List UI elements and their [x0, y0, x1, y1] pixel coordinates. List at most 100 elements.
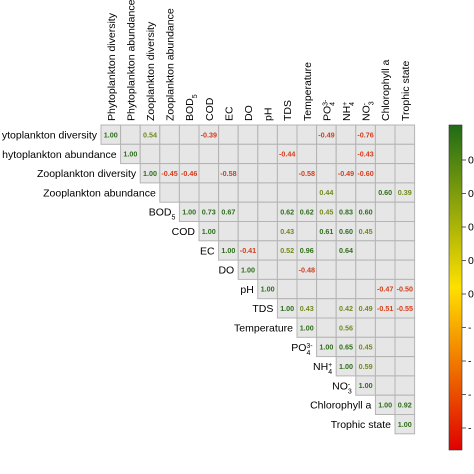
heatmap-cell: [335, 182, 357, 203]
heatmap-cell: [394, 375, 416, 396]
heatmap-cell: [296, 124, 318, 145]
cell-value: -0.58: [220, 169, 236, 178]
row-label: EC: [200, 245, 215, 257]
heatmap-cell: [394, 143, 416, 165]
cell-value: 1.00: [221, 246, 235, 255]
cell-value: -0.55: [397, 304, 413, 313]
heatmap-cell: [374, 124, 396, 145]
heatmap-cell: [237, 182, 259, 203]
cell-value: -0.46: [181, 169, 197, 178]
cell-value: 0.64: [339, 246, 353, 255]
heatmap-cell: [355, 240, 376, 261]
cell-value: 0.60: [359, 207, 373, 216]
cell-value: 1.00: [300, 323, 314, 332]
cell-value: -0.51: [377, 304, 393, 313]
cell-value: -0.49: [338, 169, 354, 178]
cell-value: -0.39: [201, 130, 217, 139]
cell-value: 1.00: [280, 304, 294, 313]
column-label: pH: [263, 108, 275, 121]
heatmap-cell: [335, 259, 357, 280]
cell-value: 1.00: [104, 130, 118, 139]
cell-value: 0.73: [202, 207, 216, 216]
row-label: Zooplankton diversity: [37, 168, 137, 180]
heatmap-cell: [218, 182, 239, 203]
colorbar-tick-label: -: [468, 423, 472, 435]
cell-value: 0.65: [339, 343, 353, 352]
heatmap-cell: [316, 240, 337, 261]
cell-value: -0.48: [299, 265, 315, 274]
heatmap-cell: [178, 182, 200, 203]
row-labels: ytoplankton diversity hytoplankton abunda…: [2, 129, 391, 431]
cell-value: 0.49: [359, 304, 373, 313]
row-label: COD: [172, 226, 196, 238]
heatmap-cell: [276, 163, 298, 184]
heatmap-cell: [374, 143, 396, 165]
heatmap-cell: [257, 259, 278, 280]
cell-value: -0.43: [357, 150, 373, 159]
cell-value: 0.39: [398, 188, 412, 197]
cell-value: 0.92: [398, 400, 412, 409]
heatmap-cell: [296, 182, 318, 203]
heatmap-cell: [335, 143, 357, 165]
column-label: DO: [243, 105, 255, 121]
colorbar-tick-label: -: [468, 389, 472, 401]
colorbar-tick-label: 0: [468, 155, 474, 167]
heatmap-cell: [394, 124, 416, 145]
heatmap-cell: [198, 182, 220, 203]
column-label: Temperature: [302, 62, 314, 121]
heatmap-cell: [159, 182, 180, 203]
cell-value: 1.00: [261, 285, 275, 294]
heatmap-cell: [355, 182, 376, 203]
heatmap-cell: [394, 163, 416, 184]
heatmap-cell: [316, 298, 337, 319]
heatmap-cell: [257, 221, 278, 242]
heatmap-cell: [120, 124, 141, 145]
cell-value: 0.43: [280, 227, 294, 236]
colorbar-ticks: 0 0 0 0 0 - - - -: [462, 155, 474, 435]
heatmap-cell: [159, 124, 180, 145]
heatmap-cell: [355, 317, 376, 338]
row-label: NH4+: [313, 361, 332, 376]
heatmap-cell: [218, 221, 239, 242]
heatmap-cell: [394, 259, 416, 280]
colorbar-tick-label: -: [468, 322, 472, 334]
cell-value: 1.00: [359, 381, 373, 390]
column-labels: Phytoplankton diversity Phytoplankton abu…: [106, 0, 412, 121]
heatmap-cell: [374, 259, 396, 280]
heatmap-cell: [296, 221, 318, 242]
cell-value: 0.61: [319, 227, 333, 236]
heatmap-cell: [374, 221, 396, 242]
heatmap-cells: 1.00 0.54 -0.39 -0.49 -0.76 1.00 -0.44 -0.43 1.0…: [100, 124, 416, 435]
heatmap-cell: [316, 163, 337, 184]
cell-value: 0.45: [359, 227, 373, 236]
column-label: NO3-: [361, 101, 376, 121]
column-label: EC: [223, 106, 235, 121]
cell-value: 1.00: [319, 343, 333, 352]
heatmap-cell: [374, 375, 396, 396]
cell-value: -0.76: [357, 130, 373, 139]
heatmap-cell: [355, 278, 376, 300]
colorbar-tick-label: -: [468, 356, 472, 368]
cell-value: 0.54: [143, 130, 157, 139]
row-label: Temperature: [234, 322, 293, 334]
cell-value: -0.45: [161, 169, 177, 178]
heatmap-cell: [237, 163, 259, 184]
heatmap-cell: [257, 143, 278, 165]
heatmap-cell: [374, 317, 396, 338]
row-label: Trophic state: [331, 419, 391, 431]
cell-value: 0.83: [339, 207, 353, 216]
colorbar: 0 0 0 0 0 - - - -: [448, 124, 474, 451]
column-label: COD: [204, 97, 216, 121]
cell-value: -0.50: [397, 285, 413, 294]
cell-value: 0.67: [221, 207, 235, 216]
heatmap-cell: [159, 143, 180, 165]
heatmap-cell: [374, 336, 396, 358]
cell-value: -0.58: [299, 169, 315, 178]
column-label: NH4+: [341, 102, 356, 121]
row-label: Zooplankton abundance: [43, 187, 156, 199]
cell-value: 0.60: [339, 227, 353, 236]
cell-value: -0.44: [279, 150, 295, 159]
cell-value: 0.44: [319, 188, 333, 197]
cell-value: 0.62: [300, 207, 314, 216]
heatmap-cell: [139, 143, 161, 165]
